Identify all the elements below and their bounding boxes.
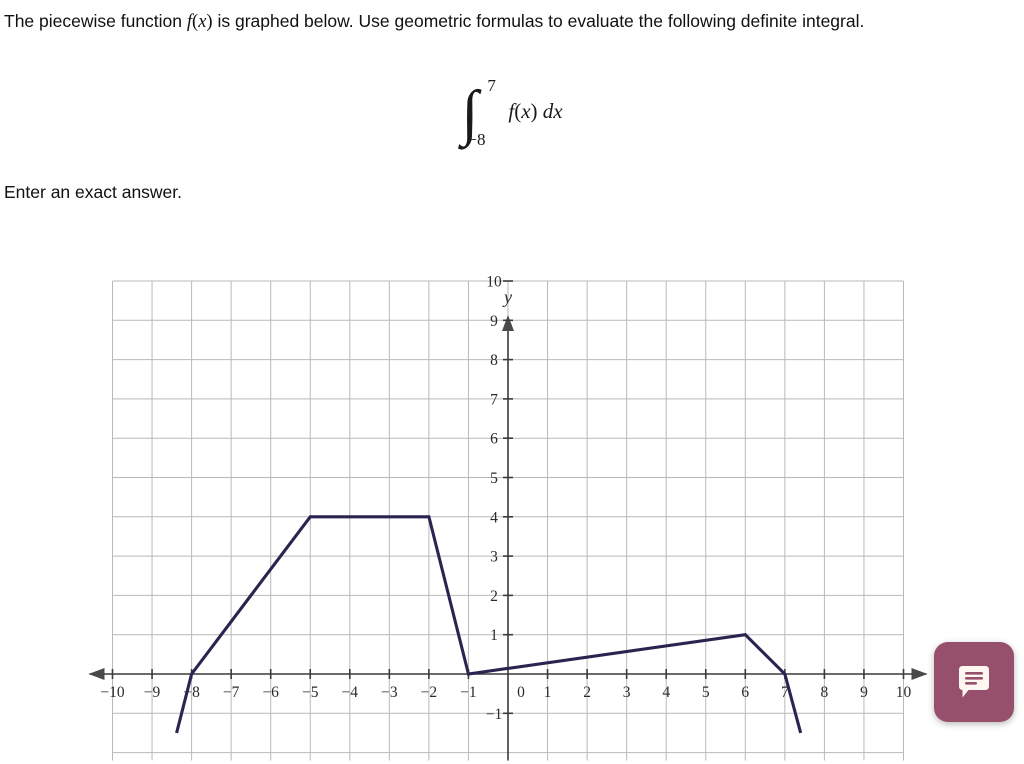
x-tick-label: 5 (702, 684, 710, 701)
y-tick-label: 5 (490, 470, 498, 487)
x-tick-label: −7 (223, 684, 240, 701)
y-tick-label: 6 (490, 431, 498, 448)
x-tick-label: −10 (100, 684, 124, 701)
y-tick-label: 3 (490, 549, 498, 566)
y-tick-label: 4 (490, 509, 498, 526)
graph-container: −10 −9 −8 −7 −6 −5 −4 −3 −2 −1 0 1 2 3 4 5 6 7 8 9 10 −1 1 2 3 4 5… (0, 222, 1024, 764)
x-tick-label: −3 (381, 684, 398, 701)
x-tick-label: −2 (421, 684, 438, 701)
x-tick-label: 10 (896, 684, 912, 701)
chat-bubble-icon (959, 666, 989, 698)
y-tick-label: 7 (490, 391, 498, 408)
chat-support-button[interactable] (934, 642, 1014, 722)
axes (88, 315, 928, 761)
function-curve (175, 515, 803, 734)
x-tick-label: 4 (662, 684, 670, 701)
x-tick-label: −9 (144, 684, 161, 701)
axis-tick-labels: −10 −9 −8 −7 −6 −5 −4 −3 −2 −1 0 1 2 3 4 5 6 7 8 9 10−112345… (100, 274, 911, 723)
y-tick-label: −1 (486, 706, 503, 723)
x-tick-label: 3 (623, 684, 631, 701)
x-tick-label: 6 (741, 684, 749, 701)
answer-instruction: Enter an exact answer. (4, 182, 183, 202)
x-tick-label: 8 (821, 684, 829, 701)
problem-statement: The piecewise function f(x) is graphed b… (4, 6, 1018, 37)
integrand: f(x) dx (508, 98, 563, 123)
x-tick-label: −5 (302, 684, 319, 701)
x-tick-label: −6 (262, 684, 279, 701)
inline-function-notation: f(x) (186, 12, 213, 32)
y-tick-label: 10 (486, 274, 502, 291)
y-tick-label: 9 (490, 313, 498, 330)
x-tick-label: 7 (781, 684, 789, 701)
prompt-text-part2: is graphed below. Use geometric formulas… (212, 11, 865, 31)
x-tick-label: −1 (460, 684, 477, 701)
x-tick-label: −4 (342, 684, 359, 701)
x-tick-label: 0 (517, 684, 525, 701)
y-tick-label: 8 (490, 352, 498, 369)
piecewise-function-graph: −10 −9 −8 −7 −6 −5 −4 −3 −2 −1 0 1 2 3 4 5 6 7 8 9 10−112345… (88, 274, 944, 761)
x-tick-label: 2 (583, 684, 591, 701)
y-tick-label: 1 (490, 627, 498, 644)
x-tick-label: 1 (544, 684, 552, 701)
prompt-text-part1: The piecewise function (4, 11, 187, 31)
integral-lower-limit: −8 (467, 130, 486, 149)
x-tick-label: 9 (860, 684, 868, 701)
integral-sign: ∫ (461, 79, 479, 147)
y-axis-label: y (502, 287, 512, 307)
definite-integral-expression: ∫ 7 −8 f(x) dx (461, 76, 563, 154)
integral-upper-limit: 7 (487, 76, 496, 95)
y-tick-label: 2 (490, 588, 498, 605)
integral-expression-block: ∫ 7 −8 f(x) dx (0, 76, 1024, 154)
function-polyline (175, 515, 803, 734)
